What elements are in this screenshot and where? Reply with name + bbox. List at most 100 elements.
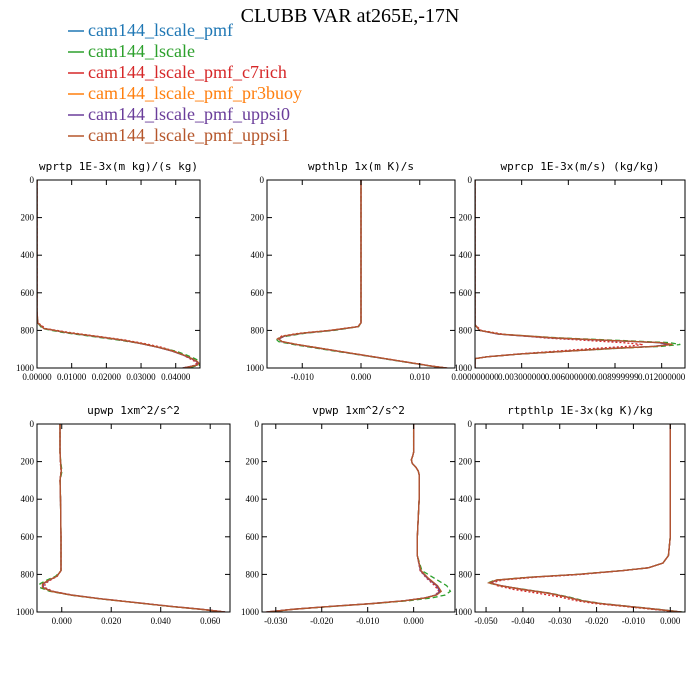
y-tick-label: 400 [21, 494, 35, 504]
series-line [475, 180, 681, 368]
y-tick-label: 0 [260, 175, 265, 185]
chart-panel: rtpthlp 1E-3x(kg K)/kg 0 200 400 600 800 1000 -… [454, 404, 686, 626]
series-line [475, 180, 673, 368]
legend-label: cam144_lscale_pmf_uppsi1 [88, 125, 290, 145]
chart-panel: wprtp 1E-3x(m kg)/(s kg) 0 200 400 600 800 100… [16, 160, 201, 382]
panel-title: wprcp 1E-3x(m/s) (kg/kg) [501, 160, 660, 173]
y-tick-label: 400 [21, 250, 35, 260]
series-line [37, 180, 200, 368]
plot-frame [474, 423, 686, 613]
x-tick-label: 0.012000000 [638, 372, 686, 382]
legend-item: cam144_lscale [68, 41, 195, 61]
y-tick-label: 400 [459, 250, 473, 260]
panel-title: wpthlp 1x(m K)/s [308, 160, 414, 173]
x-tick-label: 0.01000 [57, 372, 87, 382]
legend-label: cam144_lscale_pmf_c7rich [88, 62, 287, 82]
panel-title: rtpthlp 1E-3x(kg K)/kg [507, 404, 653, 417]
legend-item: cam144_lscale_pmf_uppsi0 [68, 104, 290, 124]
panel-title: wprtp 1E-3x(m kg)/(s kg) [39, 160, 198, 173]
series-line [276, 180, 448, 368]
plot-frame [474, 179, 686, 369]
y-tick-label: 400 [459, 494, 473, 504]
y-tick-label: 600 [459, 532, 473, 542]
x-tick-label: -0.010 [356, 616, 380, 626]
panel-title: vpwp 1xm^2/s^2 [312, 404, 405, 417]
chart-panel: wprcp 1E-3x(m/s) (kg/kg) 0 200 400 600 800 100… [451, 160, 685, 382]
x-tick-label: -0.010 [291, 372, 315, 382]
legend-item: cam144_lscale_pmf_pr3buoy [68, 83, 302, 103]
series-group [274, 180, 448, 368]
series-group [485, 424, 683, 612]
x-tick-label: 0.008999999 [591, 372, 639, 382]
x-tick-label: -0.030 [264, 616, 288, 626]
y-tick-label: 800 [459, 569, 473, 579]
y-tick-label: 0 [30, 419, 35, 429]
x-tick-label: 0.00000 [22, 372, 52, 382]
series-line [41, 424, 225, 612]
x-tick-label: 0.000 [404, 616, 425, 626]
panel-title: upwp 1xm^2/s^2 [87, 404, 180, 417]
y-tick-label: 0 [255, 419, 260, 429]
series-line [485, 424, 683, 612]
series-line [42, 424, 226, 612]
y-tick-label: 1000 [454, 363, 473, 373]
chart-panels: wprtp 1E-3x(m kg)/(s kg) 0 200 400 600 800 100… [16, 160, 686, 626]
series-line [39, 424, 224, 612]
y-tick-label: 1000 [16, 363, 35, 373]
chart-panel: vpwp 1xm^2/s^2 0 200 400 600 800 1000 -0.030 -0.… [241, 404, 456, 626]
y-tick-label: 200 [251, 213, 265, 223]
series-line [486, 424, 682, 612]
x-tick-label: -0.040 [511, 616, 535, 626]
y-tick-label: 0 [30, 175, 35, 185]
series-line [276, 180, 447, 368]
legend-label: cam144_lscale [88, 41, 195, 61]
series-line [489, 424, 680, 612]
series-line [44, 424, 227, 612]
plot-frame [36, 179, 201, 369]
x-tick-label: 0.000 [351, 372, 372, 382]
y-tick-label: 600 [251, 288, 265, 298]
series-group [39, 424, 227, 612]
legend-label: cam144_lscale_pmf_uppsi0 [88, 104, 290, 124]
y-tick-label: 200 [459, 457, 473, 467]
series-line [265, 424, 440, 612]
x-tick-label: -0.020 [310, 616, 334, 626]
y-tick-label: 1000 [454, 607, 473, 617]
x-tick-label: 0.02000 [92, 372, 122, 382]
y-tick-label: 1000 [246, 363, 265, 373]
y-tick-label: 800 [246, 569, 260, 579]
series-line [487, 424, 682, 612]
y-tick-label: 800 [21, 569, 35, 579]
series-group [37, 180, 200, 368]
y-tick-label: 1000 [241, 607, 260, 617]
series-line [266, 424, 443, 612]
y-tick-label: 800 [21, 325, 35, 335]
x-tick-label: -0.010 [622, 616, 646, 626]
x-tick-label: -0.030 [548, 616, 572, 626]
x-tick-label: 0.040 [151, 616, 172, 626]
legend-label: cam144_lscale_pmf [88, 20, 233, 40]
x-tick-label: 0.003000000 [498, 372, 546, 382]
series-line [42, 424, 226, 612]
figure-title: CLUBB VAR at265E,-17N [241, 5, 460, 27]
y-tick-label: 200 [246, 457, 260, 467]
plot-frame [261, 423, 456, 613]
y-tick-label: 0 [468, 175, 473, 185]
x-tick-label: 0.010 [410, 372, 431, 382]
series-line [267, 424, 452, 612]
y-tick-label: 200 [21, 213, 35, 223]
y-tick-label: 600 [246, 532, 260, 542]
y-tick-label: 200 [459, 213, 473, 223]
series-line [487, 424, 682, 612]
series-group [265, 424, 452, 612]
legend-item: cam144_lscale_pmf_c7rich [68, 62, 287, 82]
series-line [277, 180, 447, 368]
series-line [42, 424, 226, 612]
y-tick-label: 200 [21, 457, 35, 467]
x-tick-label: 0.006000000 [545, 372, 593, 382]
x-tick-label: 0.000000000 [451, 372, 499, 382]
y-tick-label: 600 [21, 532, 35, 542]
y-tick-label: 0 [468, 419, 473, 429]
y-tick-label: 400 [246, 494, 260, 504]
